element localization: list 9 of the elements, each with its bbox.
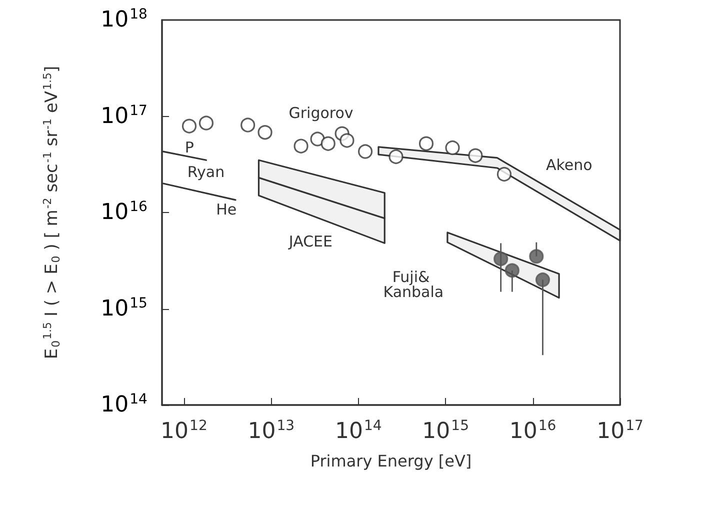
legend-label: Akeno [546, 156, 592, 174]
x-axis-title: Primary Energy [eV] [310, 452, 472, 470]
series-label: JACEE [288, 232, 333, 251]
legend-label: Fuji& Kanbala [383, 268, 444, 301]
series-label: P [184, 138, 194, 157]
series-label: He [216, 200, 237, 219]
text: E01.5 I ( > E0 ) [ m-2 sec-1 sr-1 eV1.5] [41, 66, 62, 360]
series-label: Grigorov [288, 104, 354, 122]
annotation: Ryan [187, 163, 225, 181]
